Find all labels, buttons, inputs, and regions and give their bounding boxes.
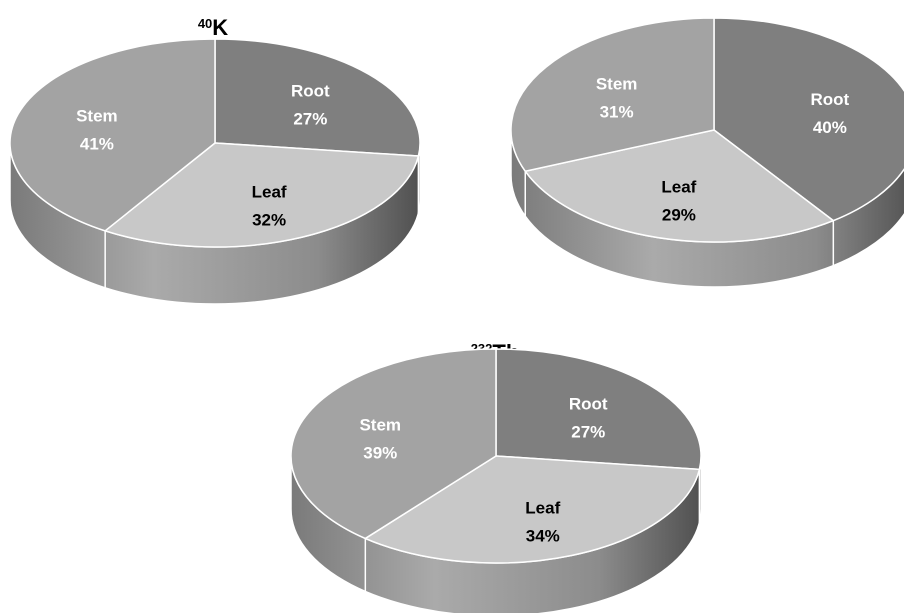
- pie-body-ra226: Root 40% Leaf 29% Stem 31%: [510, 17, 904, 288]
- pie-label-value-stem-ra226: 31%: [600, 102, 634, 121]
- pie-label-leaf-ra226: Leaf 29%: [661, 178, 696, 225]
- pie-label-value-leaf-k40: 32%: [252, 210, 286, 229]
- pie-label-root-ra226: Root 40%: [810, 90, 849, 137]
- pie-slice-leaf-th232: [364, 455, 701, 564]
- pie-label-leaf-th232: Leaf 34%: [525, 499, 560, 546]
- pie-label-value-leaf-th232: 34%: [526, 527, 560, 546]
- pie-body-th232: Root 27% Leaf 34% Stem 39%: [290, 348, 702, 613]
- pie-label-name-leaf-ra226: Leaf: [661, 178, 696, 197]
- pie-label-name-stem-ra226: Stem: [596, 74, 638, 93]
- pie-label-value-stem-k40: 41%: [80, 135, 114, 154]
- pie-title-k40: 40K: [198, 15, 228, 40]
- pie-label-stem-th232: Stem 39%: [359, 415, 401, 462]
- pie-slice-root-k40: [214, 38, 421, 157]
- pie-label-value-root-ra226: 40%: [813, 118, 847, 137]
- pie-label-name-stem-th232: Stem: [359, 415, 401, 434]
- pie-slice-stem-th232: [290, 348, 497, 540]
- pie-label-name-root-ra226: Root: [810, 90, 849, 109]
- pie-label-root-k40: Root 27%: [291, 81, 330, 128]
- pie-chart-k40: 40K Root 27% Leaf 32% Stem 41%: [9, 15, 421, 305]
- pie-label-value-stem-th232: 39%: [363, 443, 397, 462]
- pie-slice-leaf-ra226: [524, 129, 835, 243]
- pie-label-stem-k40: Stem 41%: [76, 107, 118, 154]
- pie-slice-root-ra226: [713, 17, 904, 222]
- pie-label-leaf-k40: Leaf 32%: [252, 182, 287, 229]
- pie-slice-root-th232: [495, 348, 702, 471]
- pie-label-value-leaf-ra226: 29%: [662, 206, 696, 225]
- pie-label-name-root-k40: Root: [291, 81, 330, 100]
- pie-title-k40-element: K: [212, 15, 228, 40]
- pie-label-name-root-th232: Root: [569, 395, 608, 414]
- pie-slice-stem-k40: [9, 38, 216, 232]
- pie-title-k40-isotope-mass: 40: [198, 16, 212, 31]
- pie-label-root-th232: Root 27%: [569, 395, 608, 442]
- pie-label-name-leaf-k40: Leaf: [252, 182, 287, 201]
- pie-label-name-stem-k40: Stem: [76, 107, 118, 126]
- pie-label-value-root-k40: 27%: [293, 109, 327, 128]
- pie-slice-stem-ra226: [510, 17, 715, 172]
- pie-label-name-leaf-th232: Leaf: [525, 499, 560, 518]
- pie-label-stem-ra226: Stem 31%: [596, 74, 638, 121]
- pie-body-k40: Root 27% Leaf 32% Stem 41%: [9, 38, 421, 305]
- pie-label-value-root-th232: 27%: [571, 423, 605, 442]
